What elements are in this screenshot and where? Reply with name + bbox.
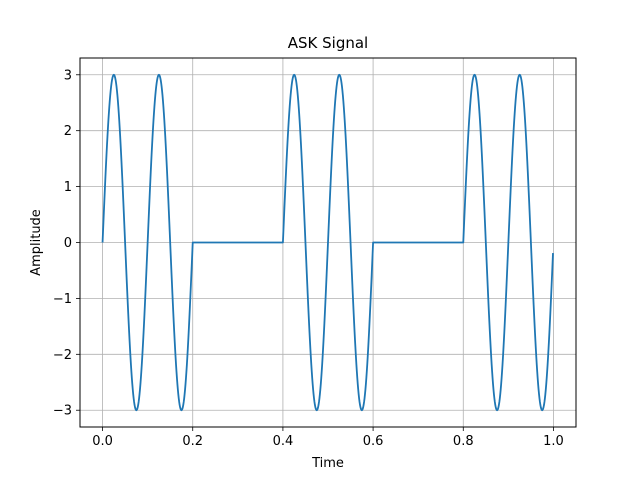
y-tick-label: 0 <box>64 236 72 251</box>
y-tick-label: −1 <box>53 292 72 307</box>
y-tick-label: 1 <box>64 180 72 195</box>
chart-title: ASK Signal <box>288 34 368 52</box>
x-tick-label: 0.6 <box>363 434 384 449</box>
ask-signal-line <box>101 73 554 412</box>
y-tick-label: −2 <box>53 348 72 363</box>
x-tick-label: 0.4 <box>273 434 294 449</box>
y-tick-label: 2 <box>64 124 72 139</box>
y-axis-title: Amplitude <box>29 209 44 276</box>
x-tick-label: 0.8 <box>453 434 474 449</box>
y-tick-label: 3 <box>64 68 72 83</box>
y-axis-ticks: −3 −2 −1 0 1 2 3 <box>53 68 80 419</box>
x-axis-ticks: 0.0 0.2 0.4 0.6 0.8 1.0 <box>92 427 564 449</box>
y-tick-label: −3 <box>53 404 72 419</box>
x-tick-label: 0.0 <box>92 434 113 449</box>
x-tick-label: 0.2 <box>182 434 203 449</box>
series-layer <box>101 73 554 412</box>
x-axis-title: Time <box>311 456 344 471</box>
x-tick-label: 1.0 <box>543 434 564 449</box>
